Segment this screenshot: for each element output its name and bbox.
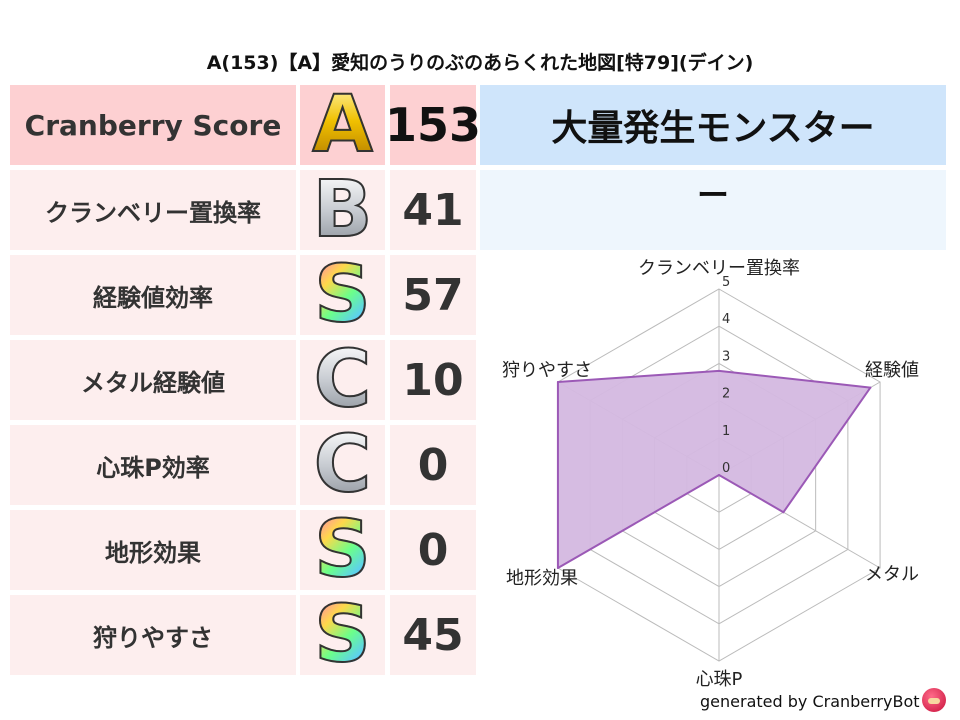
grade-badge-c: C <box>313 335 372 425</box>
grade-cell: C <box>300 335 385 425</box>
data-point <box>556 567 559 569</box>
cranberry-bot-logo <box>922 688 946 712</box>
row-label: 地形効果 <box>10 510 296 590</box>
row-label: 心珠P効率 <box>10 425 296 505</box>
data-point <box>782 511 785 514</box>
tick-label: 0 <box>722 461 730 476</box>
grade-cell: C <box>300 420 385 510</box>
tick-label: 5 <box>722 275 730 290</box>
row-value: 0 <box>390 425 476 505</box>
tick-label: 1 <box>722 424 730 439</box>
grade-cell: A <box>300 80 385 170</box>
row-label: メタル経験値 <box>10 340 296 420</box>
row-value: 57 <box>390 255 476 335</box>
grade-badge-s: S <box>313 250 371 340</box>
row-label: 狩りやすさ <box>10 595 296 675</box>
row-label: Cranberry Score <box>10 85 296 165</box>
grade-cell: S <box>300 505 385 595</box>
axis-label: 経験値 <box>865 360 919 381</box>
monster-value: ー <box>480 170 946 250</box>
page-title: A(153)【A】愛知のうりのぶのあらくれた地図[特79](デイン) <box>206 52 754 74</box>
grade-badge-s: S <box>313 505 371 595</box>
grade-cell: B <box>300 165 385 255</box>
row-value: 10 <box>390 340 476 420</box>
row-value: 45 <box>390 595 476 675</box>
axis-label: クランベリー置換率 <box>638 258 800 279</box>
tick-label: 3 <box>722 349 730 364</box>
data-point <box>869 386 872 389</box>
grade-badge-c: C <box>313 420 372 510</box>
grade-cell: S <box>300 250 385 340</box>
axis-label: メタル <box>865 564 919 585</box>
axis-label: 狩りやすさ <box>502 360 592 381</box>
grade-badge-s: S <box>313 590 371 680</box>
row-value: 0 <box>390 510 476 590</box>
axis-label: 地形効果 <box>506 568 578 589</box>
grade-badge-b: B <box>312 165 373 255</box>
row-label: 経験値効率 <box>10 255 296 335</box>
monster-header: 大量発生モンスター <box>480 85 946 165</box>
data-point <box>718 474 720 476</box>
row-label: クランベリー置換率 <box>10 170 296 250</box>
row-value: 41 <box>390 170 476 250</box>
axis-label: 心珠P <box>696 669 743 690</box>
data-point <box>718 369 720 372</box>
data-series-area <box>556 369 872 569</box>
grade-badge-a: A <box>311 80 373 170</box>
tick-label: 4 <box>722 312 730 327</box>
row-value: 153 <box>385 85 481 165</box>
footer-credit: generated by CranberryBot <box>700 692 920 711</box>
data-point <box>556 381 559 383</box>
grade-cell: S <box>300 590 385 680</box>
tick-label: 2 <box>722 387 730 402</box>
